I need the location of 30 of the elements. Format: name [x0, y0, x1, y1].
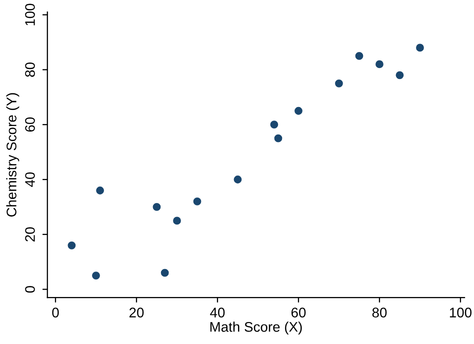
point: [160, 268, 169, 277]
y-tick-label: 100: [25, 4, 35, 26]
point: [234, 176, 242, 184]
point: [96, 186, 104, 194]
x-tick-label: 60: [291, 308, 306, 318]
y-tick-label: 40: [25, 172, 35, 187]
y-tick-label: 60: [25, 117, 35, 132]
y-tick-label: 20: [25, 227, 35, 242]
x-tick-label: 40: [210, 308, 225, 318]
point: [173, 216, 181, 225]
point: [92, 272, 100, 280]
y-tick-label: 80: [25, 62, 35, 77]
x-tick-label: 80: [372, 308, 387, 318]
point: [355, 52, 364, 60]
point: [152, 203, 161, 211]
point: [376, 60, 384, 68]
point: [335, 79, 343, 88]
point: [68, 241, 76, 250]
y-axis-title: Chemistry Score (Y): [6, 93, 20, 217]
x-tick-label: 20: [129, 308, 144, 318]
point: [270, 120, 278, 129]
y-tick-label: 0: [25, 286, 35, 293]
point: [294, 106, 302, 115]
x-axis-title: Math Score (X): [210, 322, 302, 335]
point: [416, 44, 424, 52]
x-tick-label: 0: [52, 308, 59, 318]
point: [396, 71, 404, 80]
point: [274, 134, 282, 142]
point: [193, 198, 202, 206]
x-tick-label: 100: [450, 308, 472, 318]
